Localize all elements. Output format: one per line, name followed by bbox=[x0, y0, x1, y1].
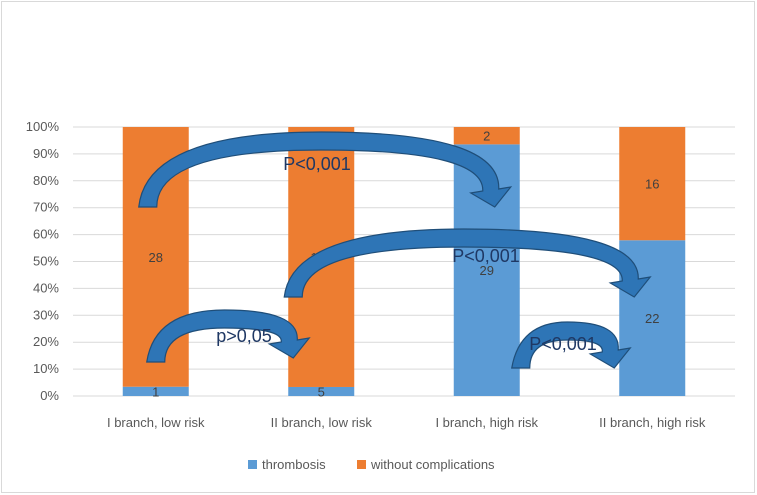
legend-label: without complications bbox=[370, 457, 495, 472]
legend-swatch bbox=[248, 460, 257, 469]
y-tick-label: 20% bbox=[33, 334, 59, 349]
data-label: 5 bbox=[318, 384, 325, 399]
category-label: II branch, high risk bbox=[599, 415, 706, 430]
data-labels: 12851442922216 bbox=[149, 129, 660, 400]
p-value-label: P<0,001 bbox=[529, 334, 597, 354]
bar-thrombosis bbox=[288, 386, 355, 396]
category-label: II branch, low risk bbox=[271, 415, 373, 430]
y-tick-label: 60% bbox=[33, 227, 59, 242]
y-tick-label: 90% bbox=[33, 146, 59, 161]
y-tick-label: 10% bbox=[33, 361, 59, 376]
comparison-arrow bbox=[283, 228, 652, 298]
data-label: 29 bbox=[480, 263, 494, 278]
bar-thrombosis bbox=[122, 386, 189, 396]
y-tick-label: 50% bbox=[33, 254, 59, 269]
data-label: 16 bbox=[645, 177, 659, 192]
y-axis-ticks: 0% 10% 20% 30% 40% 50% 60% 70% 80% 90% 100% bbox=[26, 119, 60, 403]
p-value-label: P<0,001 bbox=[283, 154, 351, 174]
legend-label: thrombosis bbox=[262, 457, 326, 472]
comparison-arrow bbox=[146, 309, 311, 363]
comparison-arrow bbox=[138, 131, 513, 208]
data-label: 2 bbox=[483, 129, 490, 144]
bar-without-complications bbox=[619, 127, 686, 241]
data-label: 22 bbox=[645, 311, 659, 326]
comparison-arrows: P<0,001 P<0,001 p>0,05 P<0,001 bbox=[138, 131, 652, 369]
comparison-arrow bbox=[511, 321, 632, 369]
y-tick-label: 0% bbox=[40, 388, 59, 403]
data-label: 1 bbox=[152, 384, 159, 399]
category-label: I branch, low risk bbox=[107, 415, 205, 430]
x-axis-categories: I branch, low risk II branch, low risk I b… bbox=[107, 415, 706, 430]
p-value-label: p>0,05 bbox=[216, 326, 272, 346]
legend: thrombosis without complications bbox=[248, 457, 495, 472]
p-value-label: P<0,001 bbox=[452, 246, 520, 266]
data-label: 28 bbox=[149, 250, 163, 265]
bar-without-complications bbox=[453, 127, 520, 145]
y-tick-label: 40% bbox=[33, 280, 59, 295]
y-tick-label: 70% bbox=[33, 200, 59, 215]
legend-swatch bbox=[357, 460, 366, 469]
y-tick-label: 80% bbox=[33, 173, 59, 188]
category-label: I branch, high risk bbox=[435, 415, 538, 430]
y-tick-label: 100% bbox=[26, 119, 60, 134]
y-tick-label: 30% bbox=[33, 307, 59, 322]
